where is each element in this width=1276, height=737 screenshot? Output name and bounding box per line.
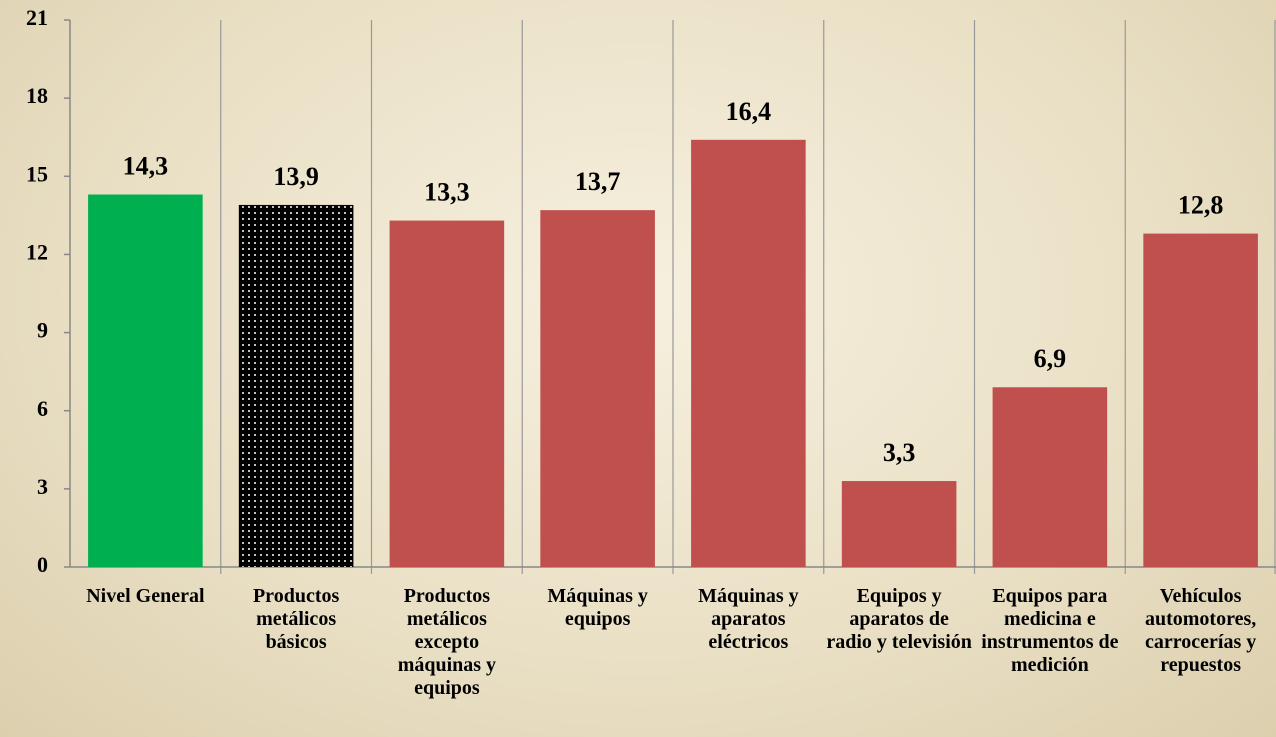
bar (238, 204, 354, 567)
x-tick-label: Equipos y aparatos de radio y televisión (826, 585, 972, 653)
y-tick-label: 0 (37, 552, 48, 577)
value-label: 16,4 (726, 97, 772, 126)
bar (389, 220, 505, 568)
bar (992, 387, 1108, 567)
value-label: 3,3 (883, 438, 916, 467)
bar (540, 210, 655, 567)
bar (1143, 233, 1258, 568)
y-tick-label: 21 (26, 5, 48, 30)
y-tick-label: 9 (37, 318, 48, 343)
x-tick-label: Vehículos automotores, carrocerías y rep… (1144, 585, 1257, 676)
x-tick-label: Máquinas y aparatos eléctricos (698, 585, 799, 653)
y-tick-label: 15 (26, 161, 48, 186)
bar (841, 481, 957, 567)
value-label: 6,9 (1034, 344, 1067, 373)
y-tick-label: 3 (37, 474, 48, 499)
value-label: 13,3 (424, 178, 470, 207)
value-label: 14,3 (123, 151, 169, 180)
x-tick-label: Equipos para medicina e instrumentos de … (981, 585, 1119, 676)
value-label: 13,9 (273, 162, 319, 191)
value-label: 12,8 (1178, 191, 1224, 220)
y-tick-label: 18 (26, 83, 48, 108)
y-tick-label: 6 (37, 396, 48, 421)
value-label: 13,7 (575, 167, 621, 196)
x-tick-label: Productos metálicos básicos (252, 585, 340, 653)
x-tick-label: Nivel General (86, 585, 205, 607)
bar (691, 139, 806, 568)
bar (88, 194, 203, 567)
y-tick-label: 12 (26, 239, 48, 264)
x-tick-label: Máquinas y equipos (547, 585, 648, 630)
x-tick-label: Productos metálicos excepto máquinas y e… (397, 585, 497, 699)
